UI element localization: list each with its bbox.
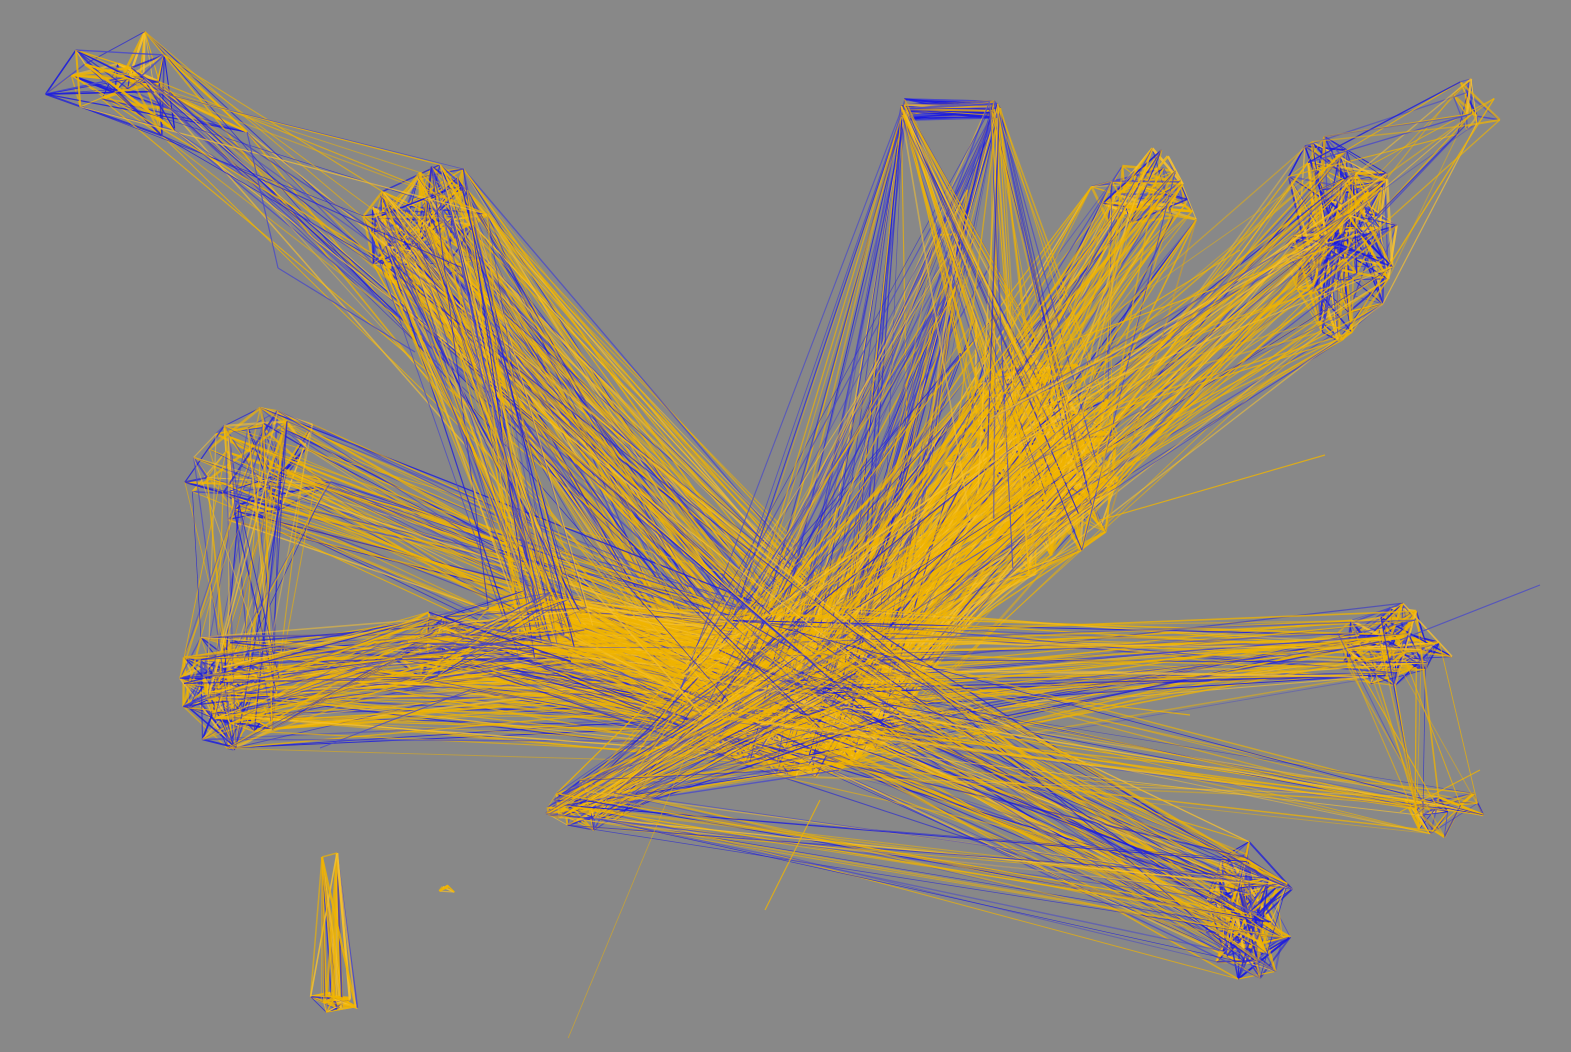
edge-layer [45, 31, 1541, 1039]
